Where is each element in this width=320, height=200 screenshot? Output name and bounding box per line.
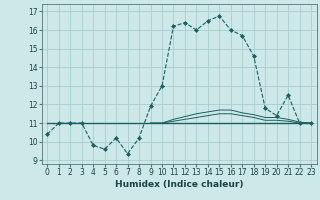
X-axis label: Humidex (Indice chaleur): Humidex (Indice chaleur) [115, 180, 244, 189]
